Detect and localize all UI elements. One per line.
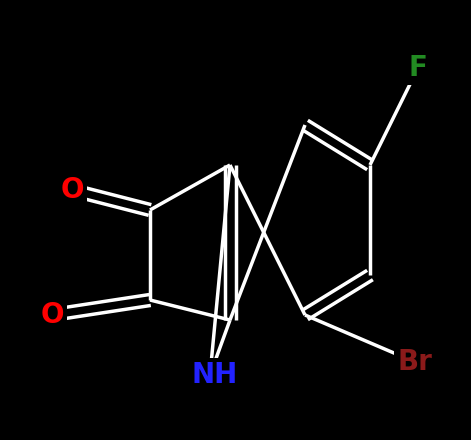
Text: O: O <box>60 176 84 204</box>
Text: Br: Br <box>398 348 432 376</box>
Text: O: O <box>40 301 64 329</box>
Text: NH: NH <box>192 361 238 389</box>
Text: F: F <box>408 54 428 82</box>
